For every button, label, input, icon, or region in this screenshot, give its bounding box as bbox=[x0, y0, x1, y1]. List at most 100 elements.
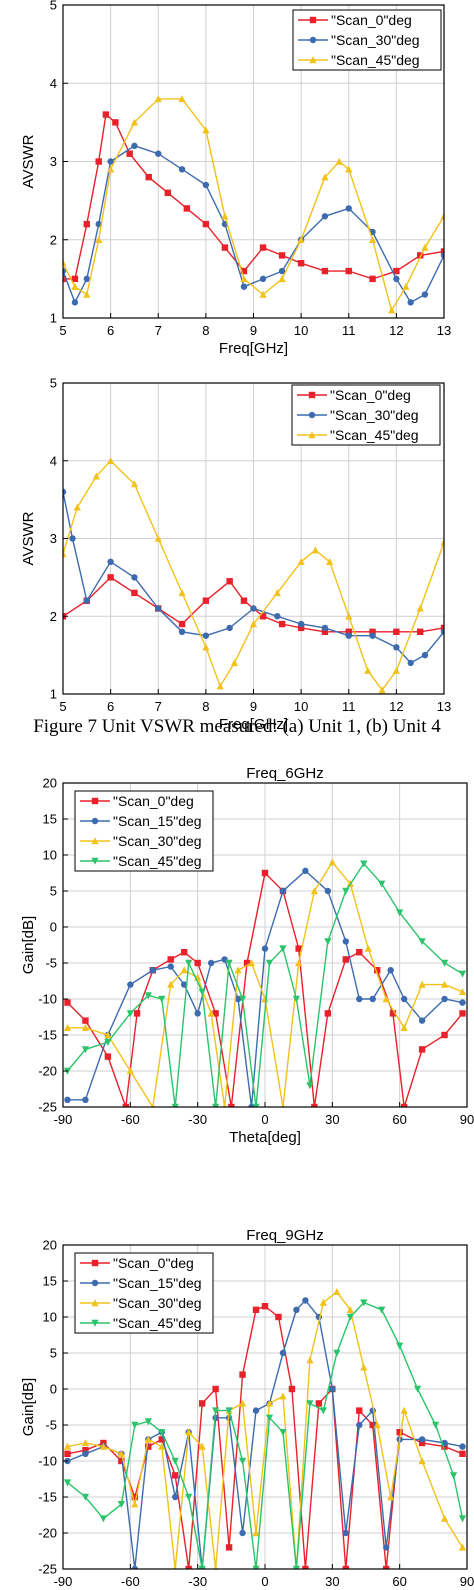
data-point bbox=[356, 949, 363, 956]
y-tick-label: 20 bbox=[43, 776, 57, 791]
data-point bbox=[104, 1053, 112, 1060]
data-point bbox=[107, 158, 114, 165]
data-point bbox=[418, 1436, 426, 1443]
data-point bbox=[167, 956, 174, 963]
y-axis-label: Gain[dB] bbox=[20, 916, 37, 974]
data-point bbox=[364, 944, 372, 952]
data-point bbox=[202, 126, 210, 134]
legend-label: "Scan_30"deg bbox=[113, 833, 202, 849]
data-point bbox=[107, 574, 114, 581]
series-line bbox=[67, 1301, 464, 1569]
data-point bbox=[281, 1103, 285, 1107]
data-point bbox=[407, 659, 414, 667]
data-point bbox=[449, 1472, 458, 1480]
x-tick-label: 90 bbox=[460, 1574, 474, 1589]
data-point bbox=[64, 999, 71, 1006]
data-point bbox=[389, 1010, 397, 1017]
data-point bbox=[250, 605, 257, 612]
data-point bbox=[378, 1306, 386, 1314]
series-line bbox=[67, 1299, 463, 1569]
x-tick-label: 11 bbox=[342, 699, 356, 714]
data-point bbox=[130, 118, 139, 126]
data-point bbox=[102, 111, 110, 118]
data-point bbox=[459, 999, 466, 1006]
legend-marker bbox=[91, 817, 99, 825]
data-point bbox=[324, 887, 332, 895]
data-point bbox=[297, 235, 305, 243]
data-point bbox=[369, 628, 376, 635]
data-point bbox=[226, 578, 233, 585]
legend-label: "Scan_30"deg bbox=[331, 32, 420, 48]
x-axis-label: Theta[deg] bbox=[229, 1129, 301, 1146]
data-point bbox=[167, 963, 174, 970]
x-tick-label: 7 bbox=[155, 323, 162, 338]
data-point bbox=[117, 1450, 125, 1457]
data-point bbox=[321, 624, 329, 632]
data-point bbox=[92, 472, 100, 480]
data-point bbox=[240, 275, 248, 283]
data-point bbox=[126, 150, 133, 157]
data-point bbox=[421, 651, 429, 659]
data-point bbox=[131, 1493, 139, 1501]
y-tick-label: 5 bbox=[50, 0, 57, 13]
data-point bbox=[181, 949, 188, 956]
legend-label: "Scan_45"deg bbox=[113, 1315, 202, 1331]
data-point bbox=[178, 166, 186, 173]
y-tick-label: 5 bbox=[50, 1346, 57, 1361]
data-point bbox=[441, 1031, 448, 1039]
legend-label: "Scan_0"deg bbox=[330, 387, 411, 403]
legend-marker bbox=[309, 56, 317, 64]
data-point bbox=[252, 1103, 260, 1107]
data-point bbox=[279, 1429, 287, 1436]
x-tick-label: 6 bbox=[107, 699, 114, 714]
y-tick-label: 0 bbox=[50, 1382, 57, 1397]
data-point bbox=[416, 252, 424, 259]
data-point bbox=[99, 1515, 107, 1523]
x-tick-label: 60 bbox=[392, 1574, 406, 1589]
data-point bbox=[273, 589, 281, 597]
data-point bbox=[63, 1024, 72, 1031]
data-point bbox=[416, 604, 424, 612]
legend-label: "Scan_0"deg bbox=[113, 1255, 194, 1271]
y-tick-label: 20 bbox=[43, 1238, 57, 1253]
y-tick-label: 3 bbox=[50, 154, 57, 169]
legend-marker bbox=[91, 857, 99, 865]
y-tick-label: -20 bbox=[38, 1526, 57, 1541]
data-point bbox=[293, 1306, 300, 1314]
data-point bbox=[145, 1443, 152, 1450]
data-point bbox=[387, 1493, 395, 1501]
data-point bbox=[393, 628, 400, 635]
data-point bbox=[81, 1493, 90, 1501]
data-point bbox=[265, 1414, 274, 1422]
data-point bbox=[265, 1399, 274, 1407]
data-point bbox=[440, 1514, 449, 1522]
data-point bbox=[185, 1565, 192, 1569]
data-point bbox=[73, 503, 81, 511]
x-tick-label: 0 bbox=[261, 1574, 268, 1589]
data-point bbox=[275, 1313, 282, 1321]
y-axis-label: AVSWR bbox=[20, 134, 37, 188]
data-point bbox=[104, 1031, 112, 1039]
data-point bbox=[117, 1501, 125, 1508]
legend: "Scan_0"deg "Scan_30"deg "Scan_45"deg bbox=[291, 384, 441, 446]
data-point bbox=[321, 628, 329, 635]
data-point bbox=[178, 628, 186, 635]
data-point bbox=[107, 456, 115, 464]
data-point bbox=[249, 620, 258, 628]
data-point bbox=[335, 157, 343, 165]
data-point bbox=[131, 574, 138, 581]
data-point bbox=[238, 1399, 247, 1407]
data-point bbox=[310, 887, 318, 895]
data-point bbox=[279, 887, 287, 895]
data-point bbox=[155, 150, 162, 157]
data-point bbox=[311, 546, 320, 554]
legend-marker bbox=[308, 391, 316, 399]
data-point bbox=[81, 1024, 90, 1031]
data-point bbox=[279, 1349, 287, 1357]
y-tick-label: 5 bbox=[50, 884, 57, 899]
data-point bbox=[259, 275, 267, 283]
x-tick-label: 10 bbox=[294, 323, 308, 338]
x-tick-label: 10 bbox=[294, 699, 308, 714]
legend-marker bbox=[91, 1319, 99, 1327]
data-point bbox=[82, 1017, 89, 1024]
